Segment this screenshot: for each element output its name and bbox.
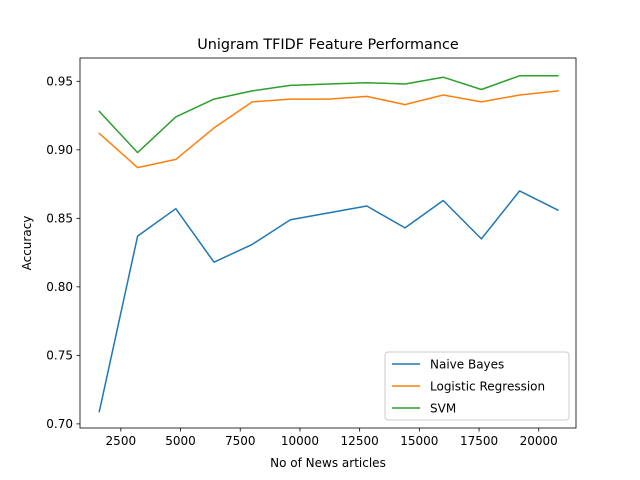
y-tick-label: 0.70 — [46, 417, 73, 431]
y-axis-ticks: 0.70 0.75 0.80 0.85 0.90 0.95 — [46, 75, 80, 431]
legend-label-naive-bayes: Naive Bayes — [430, 357, 504, 371]
series-lines — [98, 75, 559, 413]
x-tick-label: 17500 — [460, 434, 498, 448]
x-tick-label: 15000 — [400, 434, 438, 448]
x-tick-label: 7500 — [225, 434, 256, 448]
plot-frame — [79, 57, 577, 429]
x-tick-label: 20000 — [520, 434, 558, 448]
y-tick-label: 0.75 — [46, 349, 73, 363]
chart-title: Unigram TFIDF Feature Performance — [197, 37, 459, 53]
x-tick-label: 2500 — [106, 434, 137, 448]
legend: Naive Bayes Logistic Regression SVM — [384, 351, 570, 421]
y-tick-label: 0.80 — [46, 280, 73, 294]
series-line-naive-bayes — [98, 190, 559, 413]
legend-label-svm: SVM — [430, 401, 456, 415]
x-tick-label: 12500 — [341, 434, 379, 448]
y-tick-label: 0.90 — [46, 143, 73, 157]
legend-box — [384, 351, 570, 421]
x-tick-label: 10000 — [281, 434, 319, 448]
x-tick-label: 5000 — [165, 434, 196, 448]
series-line-svm — [98, 75, 559, 154]
x-axis-ticks: 2500 5000 7500 10000 12500 15000 17500 20000 — [106, 428, 558, 448]
series-line-logistic-regression — [98, 90, 559, 169]
x-axis-label: No of News articles — [270, 456, 386, 470]
legend-label-logistic-regression: Logistic Regression — [430, 379, 545, 393]
y-tick-label: 0.95 — [46, 75, 73, 89]
y-tick-label: 0.85 — [46, 212, 73, 226]
y-axis-label: Accuracy — [20, 216, 34, 271]
